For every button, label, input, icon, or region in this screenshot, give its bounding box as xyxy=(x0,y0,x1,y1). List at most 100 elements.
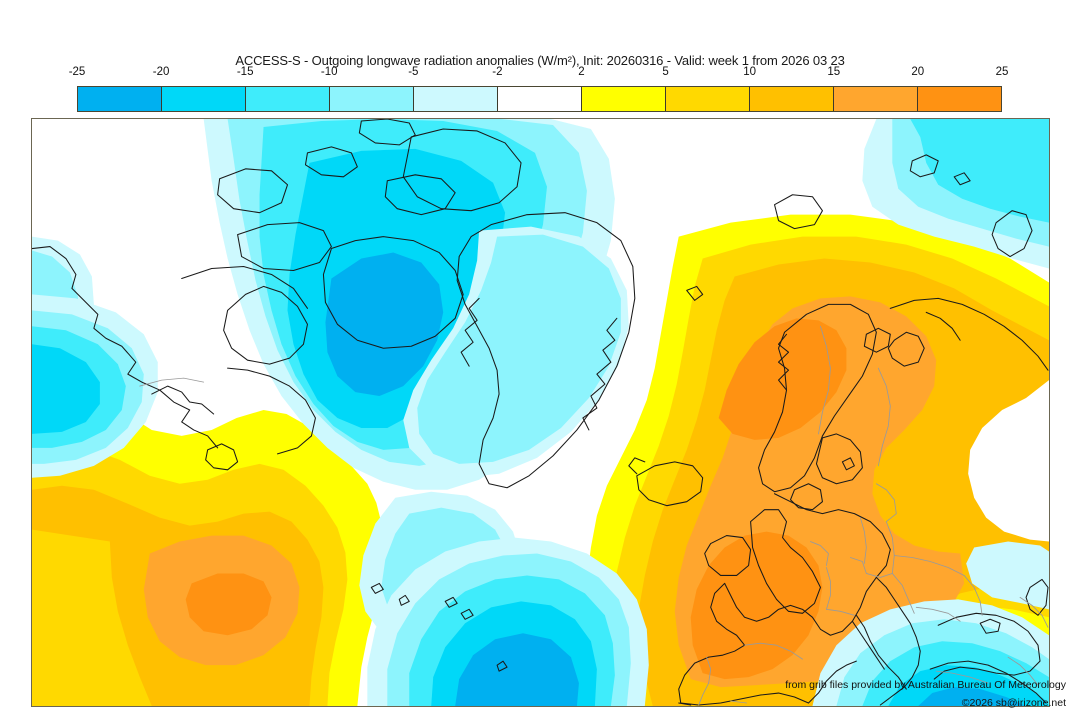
border-poland-belarus xyxy=(885,521,895,574)
coastline-novaya-zemlya xyxy=(991,210,1033,258)
colorbar-tick-7: 5 xyxy=(662,66,669,78)
colorbar-segment-0 xyxy=(78,87,162,111)
border-france-spain xyxy=(744,642,803,660)
coastline-arctic-islet-3 xyxy=(953,172,971,186)
coastline-svalbard xyxy=(774,194,823,230)
coastline-newfoundland xyxy=(205,443,239,471)
border-baltic-states xyxy=(875,483,897,523)
coastline-baltic xyxy=(815,433,863,485)
colorbar-tick-9: 15 xyxy=(827,66,841,78)
coastline-quebec xyxy=(227,367,316,455)
colorbar-segment-2 xyxy=(246,87,330,111)
map-panel[interactable] xyxy=(31,118,1050,707)
coastline-devon-island xyxy=(384,174,456,216)
border-ukraine-east xyxy=(963,575,983,616)
colorbar-tick-3: -10 xyxy=(320,66,338,78)
credit-copyright: ©2026 sb@irizone.net xyxy=(961,697,1066,709)
border-kazakh xyxy=(1019,596,1049,628)
coastline-greenland xyxy=(456,212,636,489)
colorbar-segment-5 xyxy=(498,87,582,111)
contour-band-m15tom20-emed xyxy=(888,665,1049,706)
contour-band-20to25-eu-north xyxy=(718,318,847,440)
coastline-azores-1 xyxy=(370,582,384,594)
border-portugal-spain xyxy=(698,656,712,706)
coastline-italy xyxy=(855,614,907,690)
colorbar-segment-6 xyxy=(582,87,666,111)
contour-band-m20tom25-emed xyxy=(918,687,1027,706)
coastline-crimea xyxy=(979,618,1001,634)
coastline-caspian xyxy=(1025,578,1049,616)
contour-band-m15tom20-westatl2 xyxy=(32,344,100,434)
colorbar-tick-2: -15 xyxy=(236,66,254,78)
colorbar xyxy=(77,86,1002,112)
coastline-north-america xyxy=(32,246,219,449)
coastline-azores-2 xyxy=(398,594,410,606)
coastline-jan-mayen xyxy=(686,285,704,301)
coastline-ellesmere xyxy=(402,128,522,212)
coastline-iceland xyxy=(636,461,704,507)
colorbar-segment-8 xyxy=(750,87,834,111)
colorbar-segments xyxy=(77,86,1002,112)
contour-band-m10tom15-barents xyxy=(910,119,1049,223)
border-alps-italy xyxy=(826,608,855,616)
coastline-scandinavia xyxy=(758,303,877,493)
contour-band-m20tom25-arctic xyxy=(325,252,444,397)
coastline-hudson-bay xyxy=(223,285,308,365)
border-romania xyxy=(915,606,961,622)
olr-anomaly-contour-plot xyxy=(32,119,1049,706)
coastline-white-sea xyxy=(887,331,925,367)
coastline-canaries-1 xyxy=(460,608,474,620)
coastline-france-biscay xyxy=(710,582,746,646)
colorbar-segment-10 xyxy=(918,87,1001,111)
border-iberia-morocco xyxy=(730,700,748,704)
coastline-balkans xyxy=(875,576,921,688)
coastline-baffin-island xyxy=(322,236,464,349)
contour-band-m5tom10-greenland xyxy=(417,234,621,464)
coastline-iberia-east xyxy=(807,660,857,704)
coastlines-layer xyxy=(32,119,1049,706)
coastline-denmark xyxy=(789,483,823,511)
coastline-labrador xyxy=(151,385,215,415)
coastline-franz-josef xyxy=(909,154,939,178)
coastline-finland-lakes xyxy=(863,327,891,353)
colorbar-tick-5: -2 xyxy=(492,66,503,78)
coastline-arctic-islets-2 xyxy=(358,119,416,146)
contour-band-20to25-sw xyxy=(185,573,272,636)
contour-band-20to25-eu-west xyxy=(690,531,823,680)
colorbar-tick-1: -20 xyxy=(152,66,170,78)
coastline-gotland xyxy=(841,457,855,471)
border-czech xyxy=(849,557,867,574)
border-norway-sweden xyxy=(818,325,831,435)
border-balkans-interior xyxy=(891,573,915,614)
credit-source: from grib files provided by Australian B… xyxy=(785,679,1066,691)
country-borders-layer xyxy=(139,325,1049,706)
colorbar-tick-8: 10 xyxy=(743,66,757,78)
coastline-black-sea xyxy=(933,612,1041,680)
colorbar-tick-labels: -25 -20 -15 -10 -5 -2 2 5 10 15 20 25 xyxy=(69,66,1009,82)
colorbar-segment-4 xyxy=(414,87,498,111)
border-russia-finland xyxy=(877,367,891,467)
colorbar-segment-1 xyxy=(162,87,246,111)
coastline-greece xyxy=(879,686,905,706)
coastline-madeira xyxy=(496,660,508,672)
border-ukraine-north xyxy=(893,555,965,576)
colorbar-segment-3 xyxy=(330,87,414,111)
colorbar-segment-7 xyxy=(666,87,750,111)
coastline-iceland-nw xyxy=(628,457,646,475)
coastline-ireland xyxy=(704,535,752,576)
coastline-north-africa xyxy=(678,702,692,706)
colorbar-tick-10: 20 xyxy=(911,66,925,78)
coastline-canada-mainland xyxy=(181,265,308,309)
border-caucasus xyxy=(1007,656,1039,686)
border-benelux xyxy=(810,541,829,566)
coastline-banks-island xyxy=(217,168,289,214)
colorbar-tick-0: -25 xyxy=(68,66,86,78)
coastline-victoria-island xyxy=(237,222,332,272)
border-canada-us xyxy=(139,377,205,387)
coastline-greenland-fjords-east xyxy=(582,317,618,431)
coastline-canaries-2 xyxy=(444,596,458,608)
colorbar-tick-6: 2 xyxy=(578,66,585,78)
coastline-arctic-islets-1 xyxy=(304,146,358,178)
coastline-russia-arctic xyxy=(889,297,1049,371)
